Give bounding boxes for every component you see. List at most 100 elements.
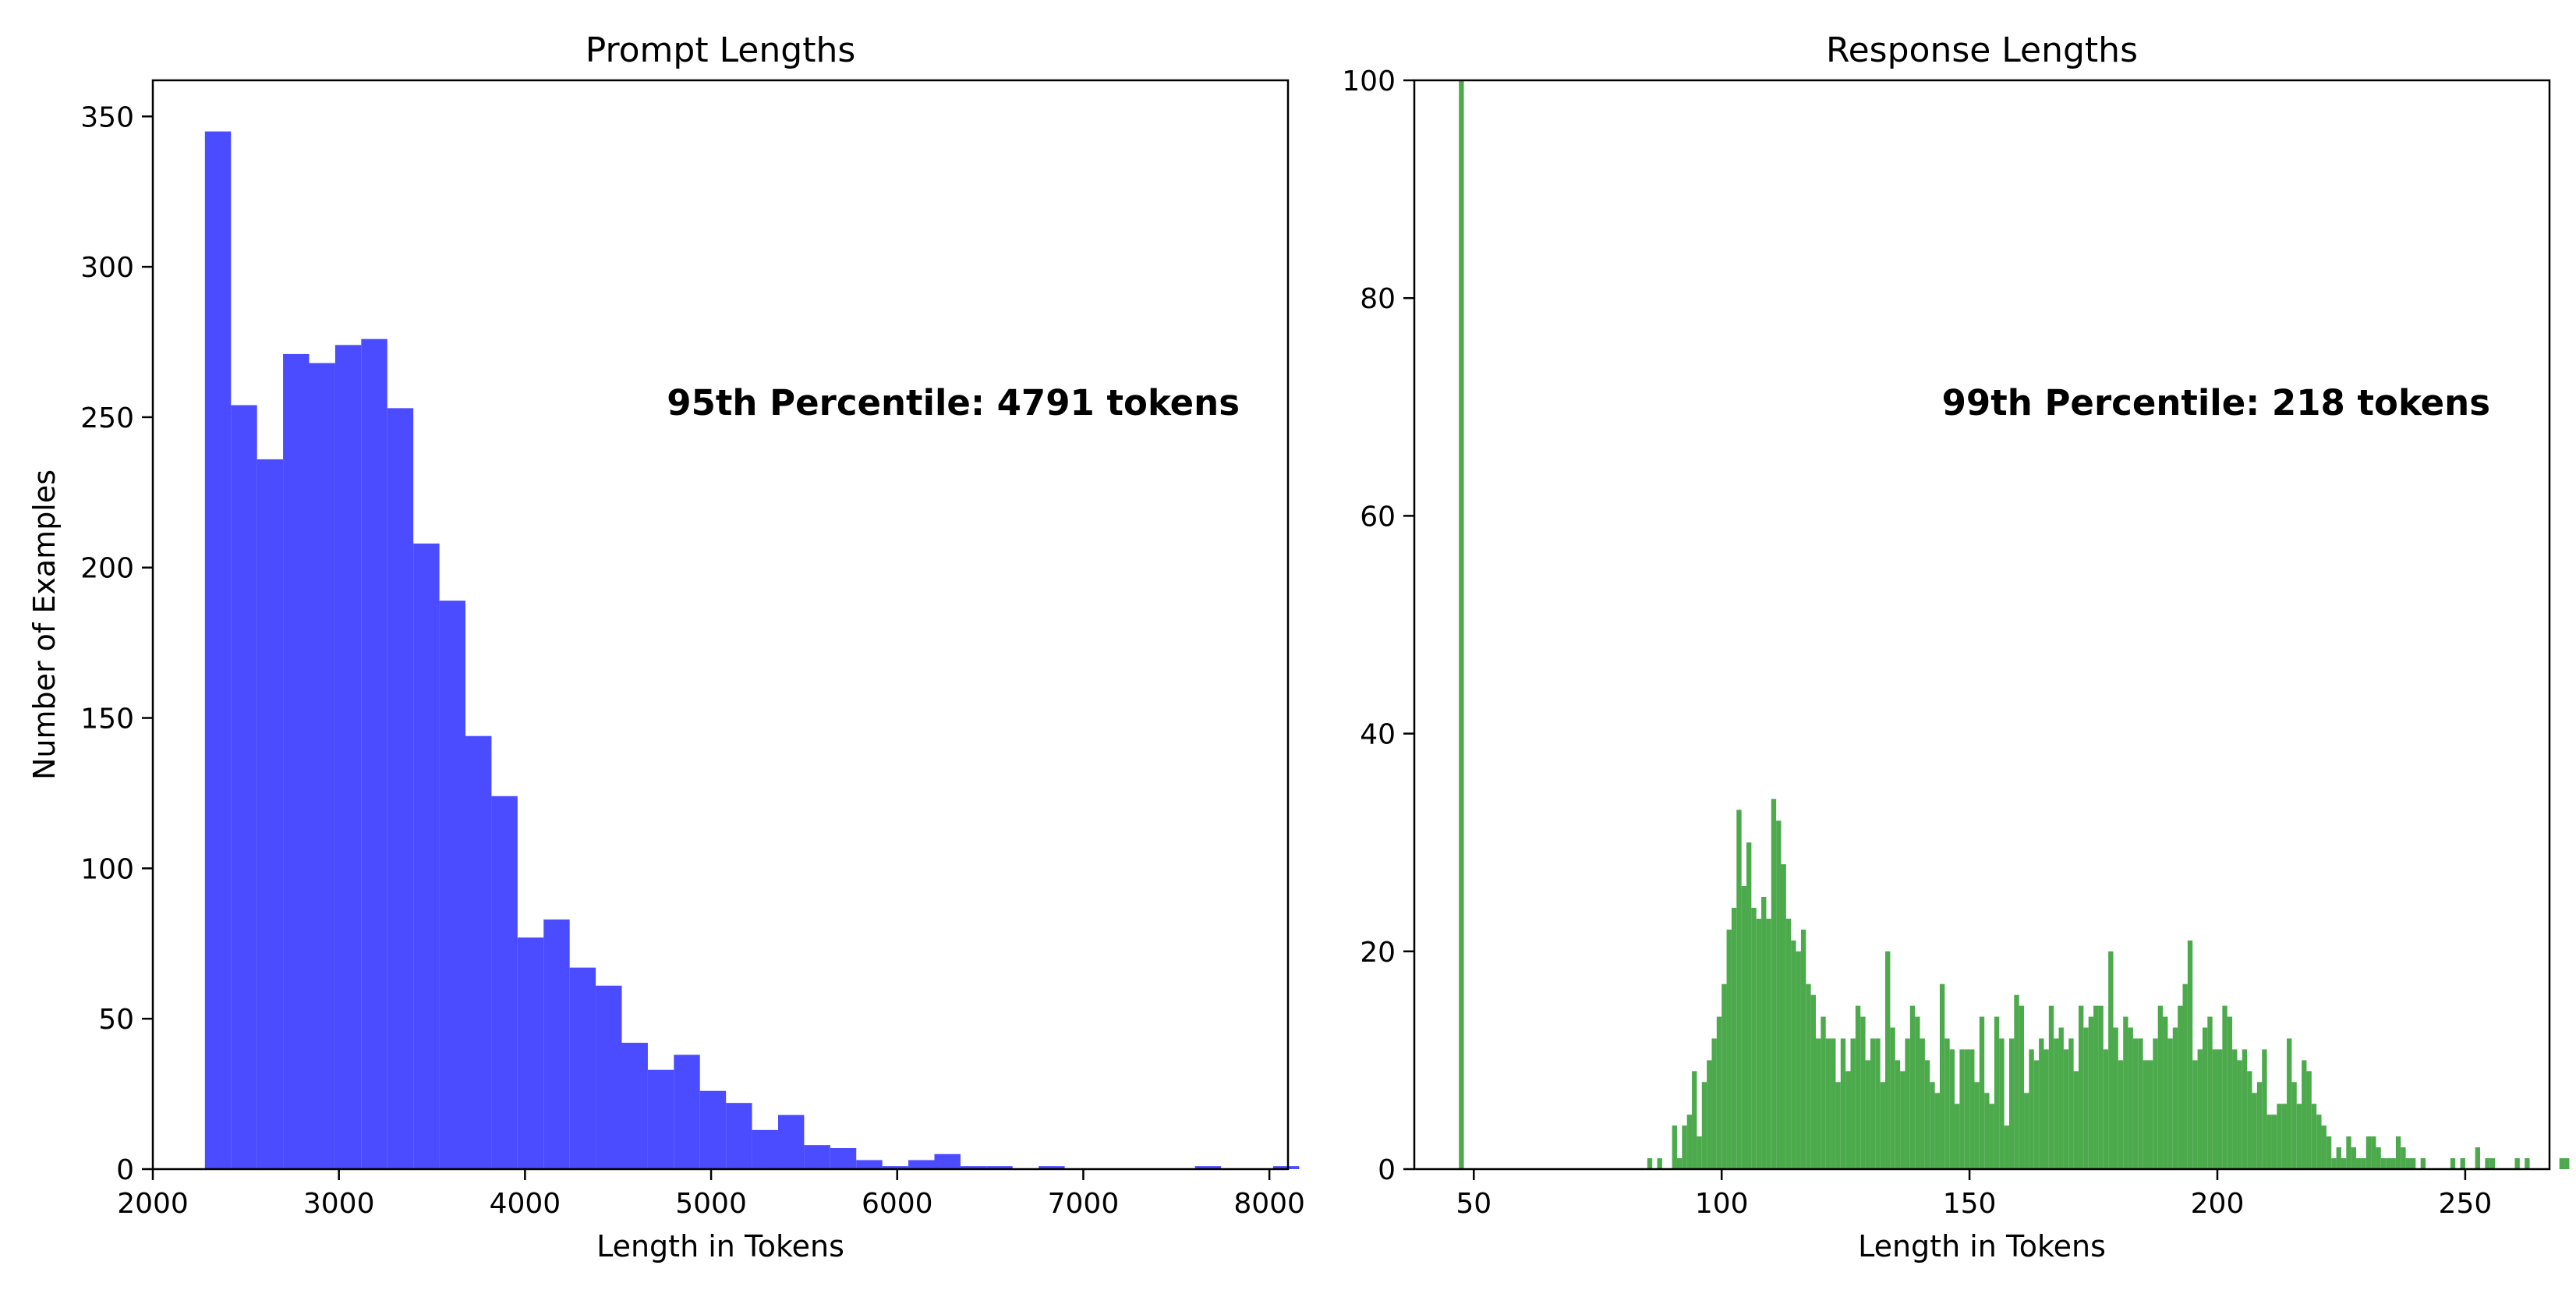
histogram-bar	[2212, 1049, 2218, 1169]
histogram-bar	[1855, 1005, 1861, 1169]
histogram-bar	[2321, 1125, 2327, 1169]
histogram-bars	[1459, 80, 2570, 1169]
histogram-bar	[647, 1069, 674, 1169]
axes-frame	[151, 79, 1290, 1171]
histogram-bar	[2093, 1005, 2099, 1169]
histogram-bar	[1845, 1071, 1851, 1169]
histogram-bar	[2033, 1060, 2040, 1169]
histogram-bar	[2083, 1027, 2089, 1169]
x-axis-label: Length in Tokens	[596, 1229, 844, 1263]
histogram-bar	[2153, 1038, 2158, 1169]
histogram-bar	[2460, 1158, 2465, 1169]
histogram-bar	[2048, 1005, 2054, 1169]
histogram-bar	[2008, 1038, 2015, 1169]
x-tick-label: 4000	[490, 1188, 561, 1220]
histogram-bar	[439, 601, 465, 1169]
histogram-bar	[1692, 1071, 1697, 1169]
histogram-bar	[2143, 1060, 2148, 1169]
y-tick-label: 150	[80, 703, 134, 735]
histogram-bar	[1701, 1082, 1707, 1169]
histogram-bar	[1776, 820, 1782, 1169]
histogram-bar	[1939, 983, 1945, 1169]
y-axis-label: Number of Examples	[27, 470, 62, 780]
histogram-bar	[257, 459, 284, 1169]
histogram-bar	[2356, 1158, 2362, 1169]
y-tick-label: 100	[80, 853, 134, 885]
histogram-bar	[2281, 1104, 2288, 1169]
histogram-bar	[2163, 1016, 2168, 1169]
histogram-bar	[2187, 940, 2193, 1169]
histogram-bar	[1741, 886, 1746, 1169]
histogram-bar	[2029, 1049, 2034, 1169]
histogram-bar	[387, 408, 414, 1169]
y-tick-label: 80	[1360, 283, 1396, 315]
histogram-bar	[2287, 1038, 2292, 1169]
histogram-bar	[726, 1103, 752, 1169]
percentile-annotation: 95th Percentile: 4791 tokens	[667, 382, 1240, 424]
histogram-bar	[2132, 1038, 2139, 1169]
histogram-bar	[1272, 1166, 1300, 1169]
histogram-bar	[2227, 1016, 2233, 1169]
y-tick-label: 200	[80, 553, 134, 585]
histogram-bar	[2395, 1136, 2401, 1169]
histogram-bar	[1657, 1158, 1662, 1169]
histogram-bar	[2316, 1115, 2322, 1169]
histogram-bar	[1697, 1136, 1702, 1169]
y-tick-label: 50	[98, 1004, 134, 1036]
x-tick-label: 6000	[862, 1188, 933, 1220]
histogram-bar	[1771, 799, 1777, 1169]
histogram-bar	[2172, 1027, 2178, 1169]
histogram-bar	[1860, 1016, 1866, 1169]
x-axis-label: Length in Tokens	[1858, 1229, 2106, 1263]
histogram-bar	[1949, 1049, 1955, 1169]
histogram-bar	[777, 1115, 805, 1169]
histogram-bar	[1721, 983, 1727, 1169]
histogram-bar	[1875, 1038, 1881, 1169]
histogram-bar	[882, 1166, 909, 1169]
histogram-bar	[2043, 1049, 2049, 1169]
y-tick-label: 0	[1378, 1154, 1396, 1186]
histogram-bar	[2296, 1104, 2302, 1169]
histogram-bar	[2157, 1005, 2164, 1169]
histogram-bar	[1920, 1038, 1925, 1169]
histogram-bar	[1835, 1082, 1841, 1169]
histogram-bar	[2306, 1071, 2312, 1169]
histogram-bar	[1676, 1158, 1683, 1169]
y-tick-label: 100	[1342, 66, 1396, 97]
histogram-bar	[231, 405, 257, 1169]
histogram-bar	[1865, 1060, 1870, 1169]
histogram-bar	[1964, 1049, 1970, 1169]
histogram-bar	[699, 1090, 727, 1169]
histogram-bar	[2192, 1060, 2198, 1169]
histogram-bar	[361, 338, 387, 1169]
histogram-bar	[1781, 864, 1786, 1169]
histogram-bar	[2365, 1136, 2372, 1169]
histogram-bar	[1707, 1060, 1712, 1169]
histogram-bar	[2128, 1027, 2133, 1169]
histogram-bar	[2088, 1016, 2094, 1169]
histogram-bar	[1969, 1049, 1975, 1169]
histogram-bar	[1924, 1060, 1930, 1169]
histogram-bar	[1909, 1005, 1916, 1169]
histogram-bar	[1930, 1082, 1935, 1169]
histogram-bar	[2351, 1147, 2357, 1169]
histogram-bar	[2405, 1158, 2411, 1169]
histogram-bar	[2247, 1071, 2252, 1169]
histogram-bar	[1999, 1038, 2005, 1169]
chart-panel-1: 2000 3000 4000 5000 6000 7000 8000 0 50 100 150 200…	[27, 30, 1305, 1263]
histogram-bar	[1880, 1082, 1886, 1169]
histogram-bar	[1890, 1027, 1895, 1169]
histogram-bar	[517, 937, 544, 1169]
histogram-bar	[1974, 1082, 1980, 1169]
histogram-bar	[1810, 994, 1817, 1169]
histogram-bar	[2311, 1104, 2317, 1169]
histogram-bar	[2098, 1005, 2104, 1169]
histogram-bar	[1900, 1071, 1905, 1169]
histogram-bar	[1959, 1049, 1965, 1169]
histogram-bar	[2068, 1038, 2074, 1169]
histogram-bar	[2559, 1158, 2565, 1169]
histogram-bar	[1979, 1016, 1985, 1169]
histogram-bar	[1816, 1038, 1821, 1169]
histogram-bar	[2336, 1147, 2341, 1169]
